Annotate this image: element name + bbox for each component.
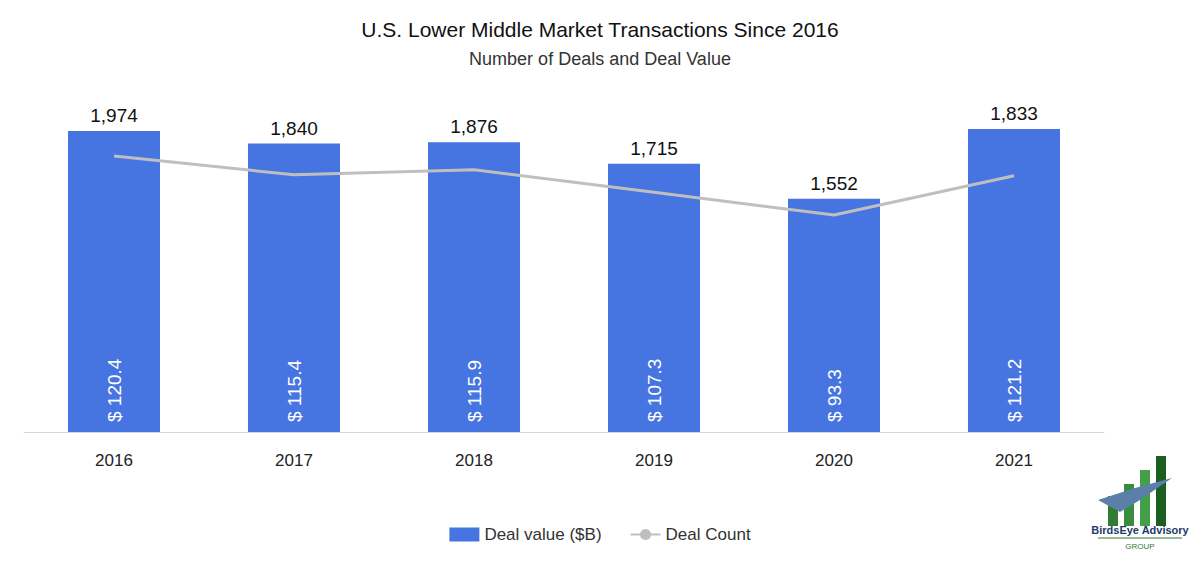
svg-text:$ 107.3: $ 107.3 <box>644 359 665 422</box>
svg-text:2019: 2019 <box>635 451 673 470</box>
svg-text:1,552: 1,552 <box>810 173 858 194</box>
svg-text:$ 121.2: $ 121.2 <box>1004 359 1025 422</box>
svg-text:$ 93.3: $ 93.3 <box>824 369 845 422</box>
svg-text:Deal Count: Deal Count <box>666 525 751 544</box>
svg-text:2017: 2017 <box>275 451 313 470</box>
svg-text:2018: 2018 <box>455 451 493 470</box>
svg-text:1,876: 1,876 <box>450 116 498 137</box>
svg-text:2021: 2021 <box>995 451 1033 470</box>
svg-text:1,840: 1,840 <box>270 118 318 139</box>
svg-text:U.S. Lower Middle Market Trans: U.S. Lower Middle Market Transactions Si… <box>361 18 838 41</box>
svg-text:2020: 2020 <box>815 451 853 470</box>
svg-text:$ 115.9: $ 115.9 <box>464 360 485 422</box>
svg-text:Deal value ($B): Deal value ($B) <box>484 525 601 544</box>
svg-text:Number of Deals and Deal Value: Number of Deals and Deal Value <box>469 49 731 69</box>
svg-text:1,715: 1,715 <box>630 138 678 159</box>
svg-text:1,974: 1,974 <box>90 105 138 126</box>
svg-text:2016: 2016 <box>95 451 133 470</box>
svg-text:$ 120.4: $ 120.4 <box>104 358 125 422</box>
svg-text:BirdsEye Advisory: BirdsEye Advisory <box>1091 524 1189 536</box>
svg-text:1,833: 1,833 <box>990 103 1038 124</box>
svg-text:$ 115.4: $ 115.4 <box>284 360 305 422</box>
svg-text:GROUP: GROUP <box>1125 542 1154 551</box>
